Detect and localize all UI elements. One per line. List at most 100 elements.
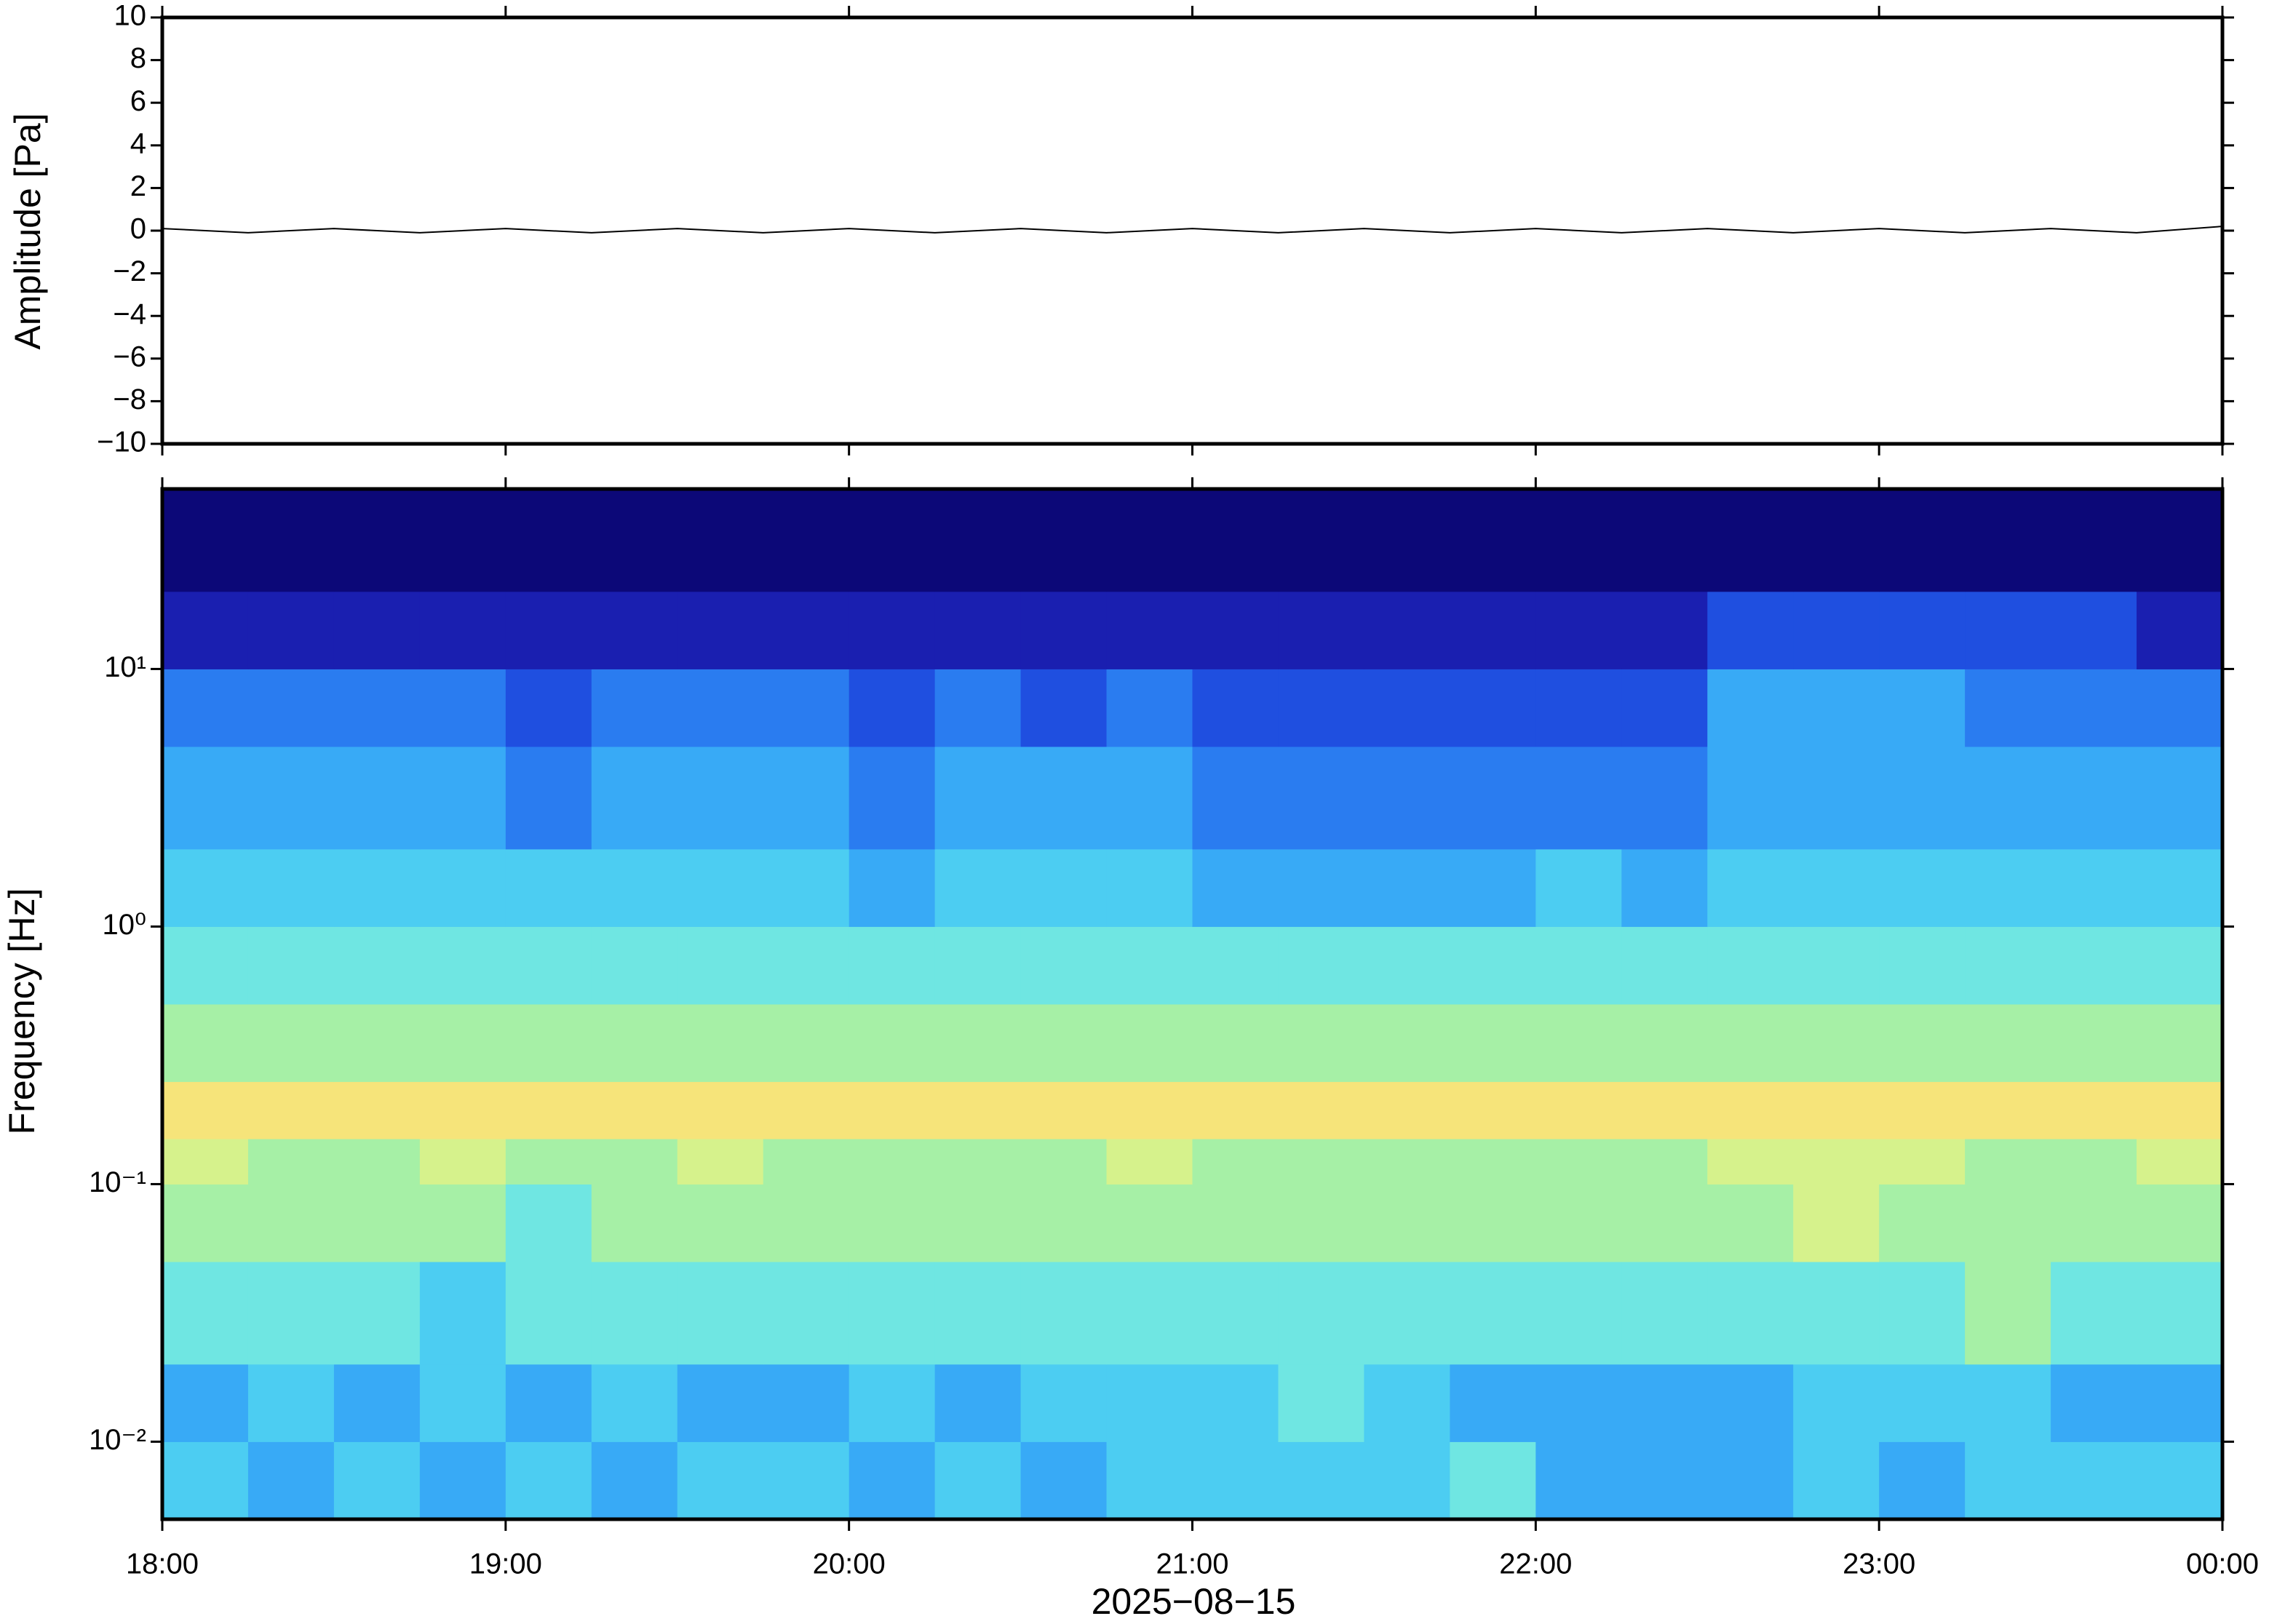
spectrogram-cell [1707,489,1794,592]
spectrogram-cell [162,1262,249,1365]
spectrogram-cell [2051,1364,2137,1442]
spectrogram-cell [1450,1184,1536,1262]
spectrogram-cell [1364,1184,1450,1262]
spectrogram-cell [849,926,936,1005]
spectrogram-cell [1364,669,1450,747]
spectrogram-cell [1106,591,1193,669]
spectrogram-cell [591,1364,678,1442]
spectrogram-cell [419,591,506,669]
spectrogram-cell [763,1364,850,1442]
spectrogram-cell [2137,669,2223,747]
spectrogram-cell [934,848,1022,927]
spectrogram-cell [1364,1441,1450,1520]
spectrogram-cell [1793,1139,1880,1185]
spectrogram-cell [1192,1184,1279,1262]
spectrogram-cell [1106,747,1193,850]
spectrogram-cell [1879,1262,1966,1365]
spectrogram-cell [934,1364,1022,1442]
y-tick-label: −8 [113,383,146,415]
spectrogram-cell [1106,1139,1193,1185]
x-axis-title: 2025−08−15 [1092,1581,1296,1622]
spectrogram-cell [1450,926,1536,1005]
spectrogram-cell [1621,1139,1708,1185]
y-tick-label: 2 [130,170,146,202]
spectrogram-cell [1793,1004,1880,1083]
spectrogram-cell [1965,747,2051,850]
spectrogram-cell [1020,747,1108,850]
spectrogram-cell [591,1081,678,1139]
spectrogram-cell [2051,926,2137,1005]
spectrogram-cell [505,1081,592,1139]
spectrogram-cell [333,747,421,850]
spectrogram-cell [1450,1004,1536,1083]
spectrogram-cell [1965,1364,2051,1442]
spectrogram-cell [1364,1081,1450,1139]
spectrogram-cell [1879,1139,1966,1185]
spectrogram-cell [1020,1262,1108,1365]
x-tick-label: 19:00 [469,1548,542,1580]
spectrogram-cell [1450,489,1536,592]
spectrogram-cell [1278,1441,1364,1520]
spectrogram-cell [1020,1441,1108,1520]
spectrogram-cell [419,489,506,592]
spectrogram-cell [2137,591,2223,669]
spectrogram-cell [247,747,335,850]
spectrogram-cell [1621,669,1708,747]
y-tick-label: 6 [130,85,146,117]
spectrogram-cell [1278,489,1364,592]
spectrogram-cell [333,669,421,747]
spectrogram-cell [1364,489,1450,592]
spectrogram-cell [333,1139,421,1185]
spectrogram-cell [934,1441,1022,1520]
spectrogram-cell [934,1262,1022,1365]
spectrogram-cell [1793,1262,1880,1365]
spectrogram [162,489,2223,1520]
spectrogram-cell [1278,1139,1364,1185]
spectrogram-cell [1879,926,1966,1005]
spectrogram-cell [419,1364,506,1442]
spectrogram-cell [1450,1081,1536,1139]
spectrogram-cell [1192,848,1279,927]
spectrogram-cell [1707,669,1794,747]
spectrogram-cell [2137,926,2223,1005]
spectrogram-cell [505,1262,592,1365]
spectrogram-cell [677,926,764,1005]
spectrogram-cell [1793,489,1880,592]
spectrogram-cell [1192,489,1279,592]
spectrogram-cell [1879,848,1966,927]
spectrogram-cell [1535,1441,1622,1520]
spectrogram-cell [2137,848,2223,927]
spectrogram-cell [1707,1004,1794,1083]
spectrogram-cell [934,1004,1022,1083]
spectrogram-cell [1621,926,1708,1005]
spectrogram-cell [591,926,678,1005]
spectrogram-cell [1621,1004,1708,1083]
spectrogram-cell [247,489,335,592]
y-tick-label: −4 [113,298,146,330]
spectrogram-cell [591,1004,678,1083]
spectrogram-cell [1364,591,1450,669]
spectrogram-cell [591,1139,678,1185]
spectrogram-cell [1450,1441,1536,1520]
y-tick-label: −6 [113,341,146,373]
spectrogram-cell [505,747,592,850]
spectrogram-cell [1793,591,1880,669]
spectrogram-cell [849,1004,936,1083]
spectrogram-cell [2137,1262,2223,1365]
spectrogram-cell [1535,489,1622,592]
x-tick-label: 20:00 [813,1548,886,1580]
spectrogram-cell [162,1004,249,1083]
spectrogram-cell [333,1081,421,1139]
spectrogram-cell [1364,1364,1450,1442]
spectrogram-cell [2137,1184,2223,1262]
spectrogram-cell [1106,669,1193,747]
spectrogram-cell [505,1364,592,1442]
spectrogram-cell [2051,1184,2137,1262]
spectrogram-cell [591,848,678,927]
spectrogram-cell [1106,848,1193,927]
spectrogram-cell [1020,1364,1108,1442]
spectrogram-cell [162,1139,249,1185]
spectrogram-cell [591,1184,678,1262]
spectrogram-cell [677,1139,764,1185]
spectrogram-cell [849,747,936,850]
